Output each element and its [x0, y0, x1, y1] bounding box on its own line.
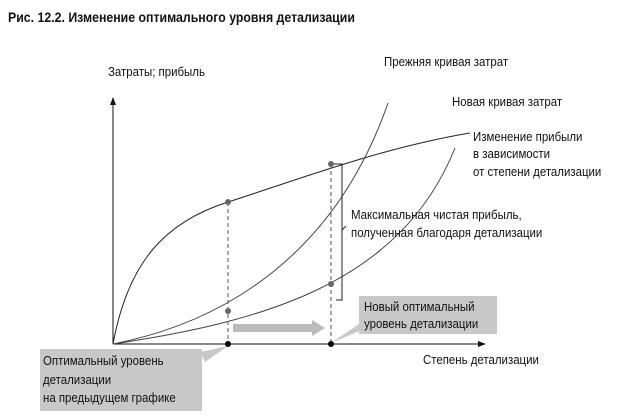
old-cost-curve	[112, 102, 389, 345]
old-optimum-label-2: детализации	[43, 372, 112, 387]
profit-label-2: в зависимости	[473, 146, 551, 161]
profit-label-3: от степени детализации	[473, 164, 602, 179]
old-cost-label: Прежняя кривая затрат	[384, 54, 509, 69]
old-optimum-pointer	[200, 346, 228, 362]
new-optimum-pointer	[331, 322, 362, 343]
new-optimum-axis-point	[328, 341, 334, 347]
profit-point-old	[225, 199, 231, 205]
new-cost-curve	[112, 147, 456, 345]
new-cost-point	[328, 281, 334, 287]
old-optimum-box	[40, 349, 202, 411]
new-cost-label: Новая кривая затрат	[452, 94, 563, 109]
figure-title: Рис. 12.2. Изменение оптимального уровня…	[8, 9, 355, 25]
old-optimum-label-3: на предыдущем графике	[43, 390, 176, 405]
shift-arrow	[233, 320, 325, 336]
new-optimum-label-1: Новый оптимальный	[364, 299, 475, 314]
max-profit-bracket	[333, 163, 347, 301]
profit-point-new	[328, 161, 334, 167]
old-cost-point	[225, 308, 231, 314]
new-optimum-box	[359, 296, 497, 334]
max-profit-label-2: полученная благодаря детализации	[351, 225, 543, 240]
y-axis-label: Затраты; прибыль	[108, 64, 205, 79]
max-profit-label-1: Максимальная чистая прибыль,	[351, 207, 522, 222]
new-optimum-label-2: уровень детализации	[364, 316, 479, 331]
profit-label-1: Изменение прибыли	[473, 129, 583, 144]
x-axis-label: Степень детализации	[423, 352, 539, 367]
old-optimum-label-1: Оптимальный уровень	[43, 353, 164, 368]
old-optimum-axis-point	[225, 341, 231, 347]
